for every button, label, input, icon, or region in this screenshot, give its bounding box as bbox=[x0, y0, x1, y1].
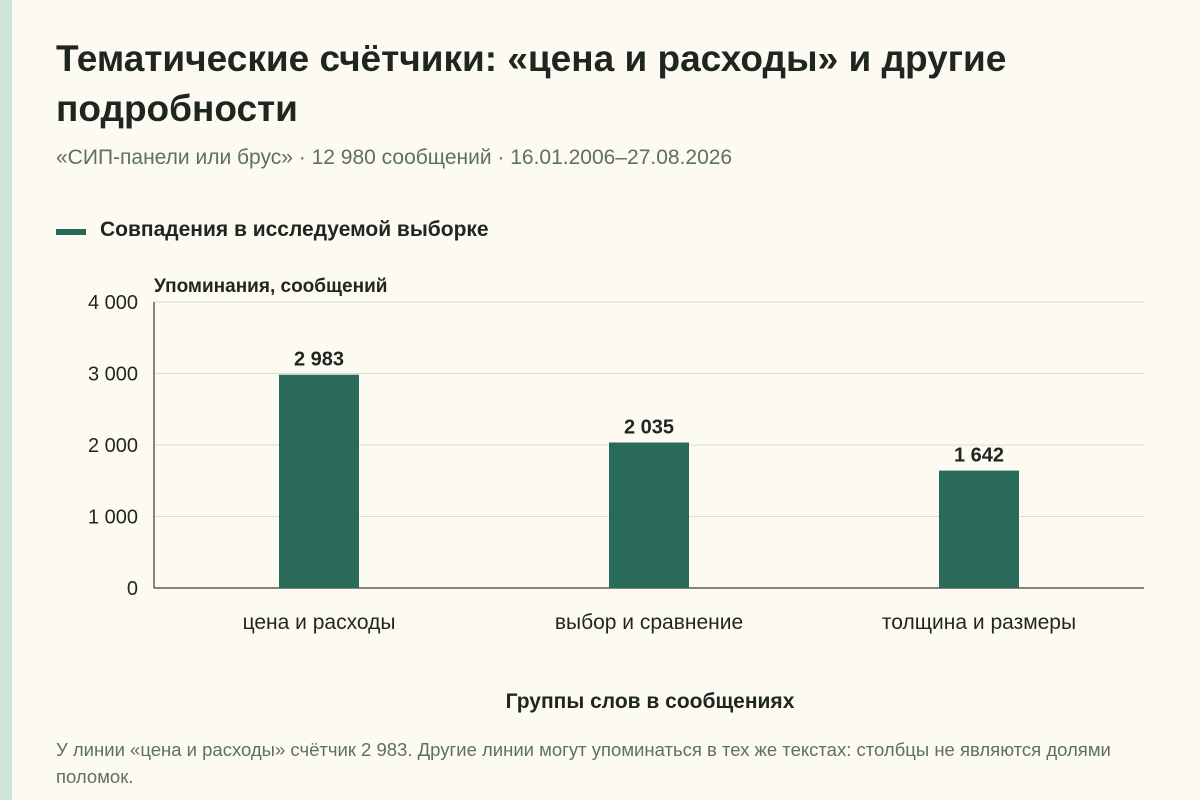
x-axis-title: Группы слов в сообщениях bbox=[506, 690, 795, 713]
x-category-label: толщина и размеры bbox=[882, 611, 1076, 634]
bars bbox=[279, 374, 1019, 588]
bar bbox=[939, 470, 1019, 588]
x-category-label: цена и расходы bbox=[243, 611, 396, 634]
legend-swatch bbox=[56, 229, 86, 235]
bar-chart: 0 1 000 2 000 3 000 4 000 2 983 цена и расходы… bbox=[88, 276, 1144, 713]
bar-value-label: 2 983 bbox=[294, 349, 344, 371]
labels: 0 1 000 2 000 3 000 4 000 2 983 цена и расходы… bbox=[88, 292, 1076, 634]
y-tick-label: 3 000 bbox=[88, 364, 138, 386]
y-tick-label: 2 000 bbox=[88, 435, 138, 457]
y-axis-title: Упоминания, сообщений bbox=[154, 276, 387, 297]
y-tick-label: 1 000 bbox=[88, 507, 138, 529]
x-category-label: выбор и сравнение bbox=[555, 611, 743, 634]
footnote: У линии «цена и расходы» счётчик 2 983. … bbox=[56, 739, 1111, 787]
legend-label: Совпадения в исследуемой выборке bbox=[100, 218, 489, 241]
bar bbox=[279, 374, 359, 588]
y-tick-label: 0 bbox=[127, 578, 138, 600]
page-title: Тематические счётчики: «цена и расходы» … bbox=[56, 38, 1007, 129]
bar-value-label: 2 035 bbox=[624, 416, 674, 438]
bar-value-label: 1 642 bbox=[954, 445, 1004, 467]
left-accent-strip bbox=[0, 0, 12, 800]
bar bbox=[609, 442, 689, 588]
y-tick-label: 4 000 bbox=[88, 292, 138, 314]
page-subtitle: «СИП-панели или брус» · 12 980 сообщений… bbox=[56, 146, 733, 169]
chart-legend: Совпадения в исследуемой выборке bbox=[56, 218, 489, 242]
